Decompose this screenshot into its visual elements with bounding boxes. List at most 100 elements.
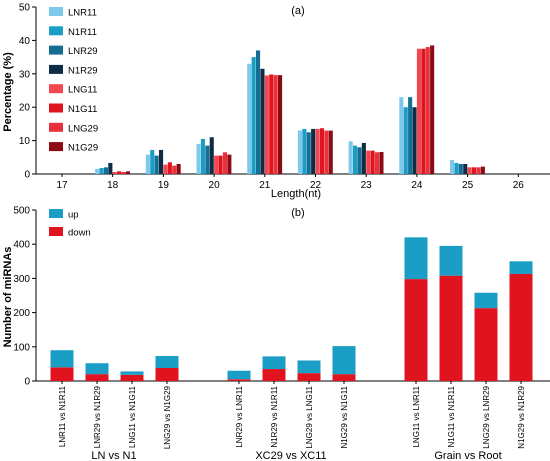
panel-b-bar-up	[85, 363, 109, 375]
panel-b-xtick-label: LNR11 vs N1R11	[58, 385, 67, 447]
panel-a-legend-label: N1G29	[68, 143, 98, 154]
panel-a-ytick-label: 0	[24, 170, 30, 181]
panel-a-bar	[463, 163, 468, 174]
panel-a-ytick-label: 20	[19, 103, 31, 114]
panel-b-xtick-label: N1G29 vs N1R29	[517, 385, 526, 448]
panel-b-bar-down	[404, 279, 428, 381]
panel-a-bar	[416, 48, 421, 174]
panel-b-xtick-label: LNG29 vs LNR29	[482, 385, 491, 448]
panel-b-label: (b)	[291, 207, 304, 219]
panel-a-ytick-label: 30	[19, 69, 31, 80]
panel-a-bar	[176, 163, 181, 174]
panel-b-bar-down	[509, 273, 533, 381]
panel-b-ylabel: Number of miRNAs	[2, 247, 14, 348]
panel-a-bar	[361, 142, 366, 174]
panel-a-bar	[467, 167, 472, 174]
panel-a-bar	[260, 68, 265, 174]
panel-b-bar-down	[50, 367, 74, 381]
panel-b-bar-up	[120, 371, 144, 375]
panel-a-xtick-label: 26	[513, 180, 525, 191]
panel-b-legend-swatch	[49, 209, 63, 218]
panel-b-xtick-label: LNR29 vs LNR11	[235, 385, 244, 447]
panel-a-bar	[125, 171, 130, 174]
panel-b-bar-down	[439, 275, 463, 381]
panel-b-bar-down	[155, 368, 179, 381]
panel-a-xtick-label: 17	[56, 180, 68, 191]
panel-b-xtick-label: LNR29 vs N1R29	[93, 385, 102, 448]
panel-a-xtick-label: 23	[361, 180, 373, 191]
panel-b-legend-label: up	[68, 210, 79, 221]
panel-b-xtick-label: LNG11 vs N1G11	[128, 385, 137, 448]
panel-b-bar-up	[155, 356, 179, 369]
panel-b-bar-up	[50, 350, 74, 368]
panel-a-bar	[167, 162, 172, 174]
panel-a-bar	[408, 97, 413, 174]
panel-a-bar	[112, 171, 117, 174]
panel-a-legend-swatch	[49, 26, 63, 36]
panel-b-xtick-label: N1G29 vs N1G11	[340, 385, 349, 448]
panel-a-bar	[269, 74, 274, 174]
panel-a-legend-swatch	[49, 122, 63, 132]
panel-a-legend-label: N1R29	[68, 65, 98, 76]
panel-a-legend-swatch	[49, 64, 63, 74]
panel-a-bar	[150, 149, 155, 174]
panel-a-bar	[172, 165, 177, 174]
panel-b-bar-up	[404, 237, 428, 280]
panel-a-bar	[328, 130, 333, 174]
panel-a-bar	[117, 171, 122, 174]
panel-a-xtick-label: 19	[158, 180, 170, 191]
panel-b-xtick-label: N1R29 vs N1R11	[270, 385, 279, 447]
panel-a-bar	[348, 141, 353, 174]
panel-b-group-label: XC29 vs XC11	[255, 450, 326, 461]
panel-b-xtick-label: N1G11 vs N1R11	[447, 385, 456, 447]
panel-a-bar	[297, 130, 302, 174]
panel-b-bar-down	[297, 373, 321, 381]
panel-a-bar	[302, 128, 307, 174]
panel-a-bar	[196, 143, 201, 174]
panel-b-xtick-label: LNG29 vs LNG11	[305, 385, 314, 448]
panel-b-bar-up	[474, 292, 498, 309]
panel-b-bar-up	[262, 356, 286, 370]
panel-b-group-label: Grain vs Root	[434, 450, 501, 461]
panel-a-bar	[256, 50, 261, 174]
panel-a-bar	[205, 145, 210, 174]
panel-a-bar	[450, 159, 455, 174]
panel-a-bar	[200, 138, 205, 174]
panel-a-label: (a)	[291, 5, 304, 17]
panel-a-bar	[214, 155, 219, 174]
panel-a-ytick-label: 50	[19, 3, 31, 14]
panel-a-bar	[319, 128, 324, 174]
panel-a-bar	[472, 167, 477, 174]
panel-a-bar	[121, 171, 126, 174]
panel-a-bar	[399, 97, 404, 174]
panel-a-bar	[403, 107, 408, 174]
panel-a-bar	[430, 45, 435, 174]
panel-b-bar-up	[509, 261, 533, 274]
panel-b-ytick-label: 300	[13, 274, 30, 285]
panel-b-bar-down	[85, 374, 109, 381]
panel-a-bar	[357, 147, 362, 174]
panel-b-bar-up	[332, 346, 356, 375]
panel-a-bar	[454, 162, 459, 174]
panel-a-bar	[480, 166, 485, 174]
panel-b-bar-up	[227, 370, 251, 380]
panel-a-bar	[209, 137, 214, 174]
panel-a-bar	[370, 150, 375, 174]
panel-b-ytick-label: 200	[13, 308, 30, 319]
panel-a-bar	[353, 145, 358, 174]
panel-a-xtick-label: 22	[310, 180, 322, 191]
panel-a-bar	[103, 167, 108, 174]
panel-b-bar-down	[262, 369, 286, 381]
panel-b-ytick-label: 0	[24, 377, 30, 388]
panel-a-legend-label: N1G11	[68, 104, 97, 115]
panel-a-bar	[218, 155, 223, 174]
panel-a-legend-label: LNG11	[68, 85, 97, 96]
panel-b-bar-up	[297, 360, 321, 374]
panel-a-bar	[273, 75, 278, 174]
panel-a-bar	[315, 128, 320, 174]
panel-b-legend-label: down	[68, 228, 91, 239]
panel-a-xtick-label: 24	[411, 180, 423, 191]
panel-a-bar	[421, 48, 426, 174]
panel-a-xtick-label: 18	[107, 180, 119, 191]
panel-a-bar	[99, 167, 104, 174]
